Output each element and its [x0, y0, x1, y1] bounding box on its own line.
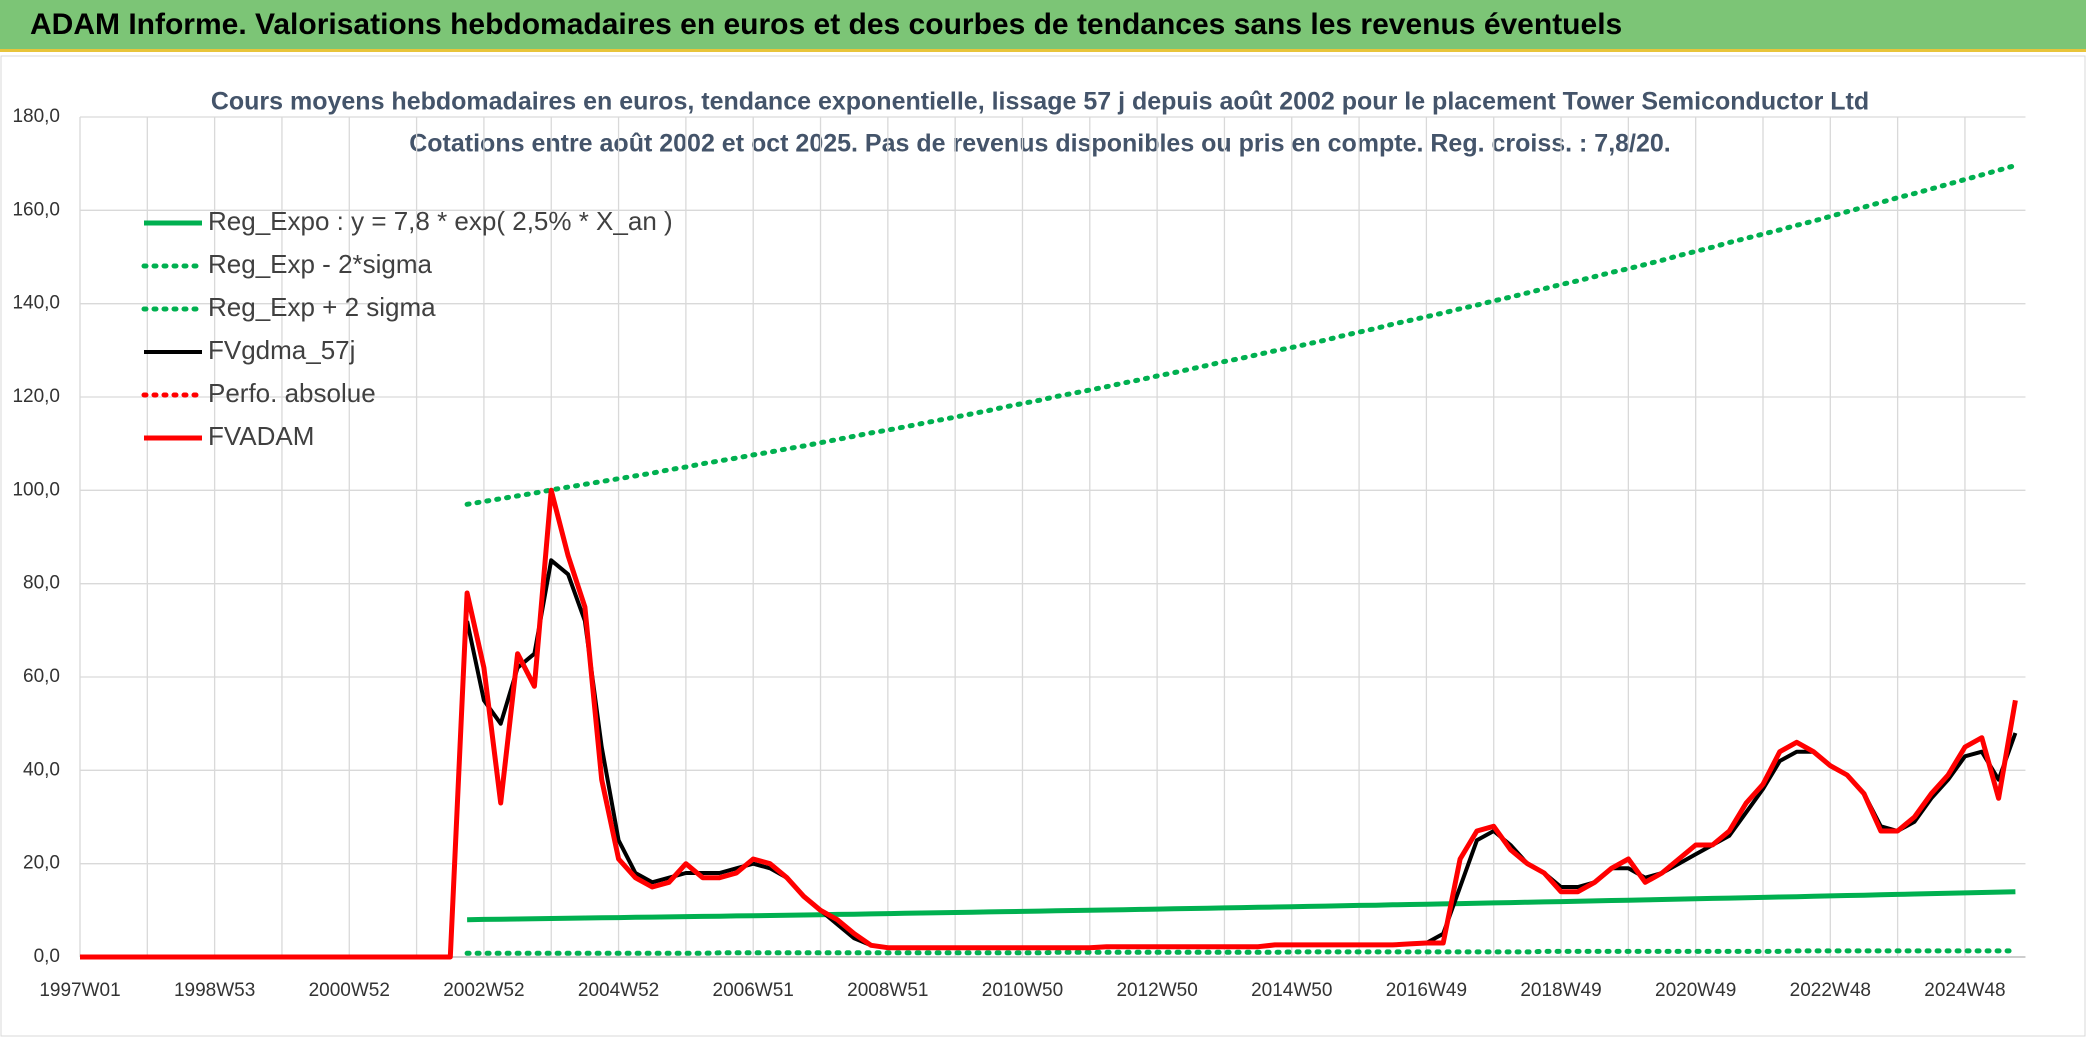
- header: ADAM Informe. Valorisations hebdomadaire…: [0, 0, 2086, 52]
- series-line: [464, 948, 2018, 956]
- x-tick-label: 2012W50: [1116, 980, 1197, 1001]
- chart: Cours moyens hebdomadaires en euros, ten…: [0, 55, 2086, 1037]
- y-tick-label: 60,0: [23, 666, 60, 687]
- x-tick-label: 2018W49: [1520, 980, 1601, 1001]
- x-tick-label: 2020W49: [1655, 980, 1736, 1001]
- series-line: [80, 487, 2018, 960]
- x-tick-label: 2004W52: [578, 980, 659, 1001]
- x-tick-label: 2000W52: [309, 980, 390, 1001]
- y-tick-label: 20,0: [23, 853, 60, 874]
- x-tick-label: 2024W48: [1924, 980, 2005, 1001]
- x-tick-label: 2016W49: [1386, 980, 1467, 1001]
- legend-label: FVgdma_57j: [208, 335, 355, 365]
- series-line: [467, 889, 2016, 923]
- y-tick-label: 180,0: [12, 106, 60, 127]
- chart-frame: [0, 55, 2086, 1037]
- x-tick-label: 2010W50: [982, 980, 1063, 1001]
- x-tick-label: 1997W01: [39, 980, 120, 1001]
- x-tick-label: 2008W51: [847, 980, 928, 1001]
- y-tick-label: 0,0: [34, 946, 60, 967]
- legend-label: Reg_Expo : y = 7,8 * exp( 2,5% * X_an ): [208, 206, 673, 236]
- legend-label: Perfo. absolue: [208, 378, 376, 408]
- chart-title: Cours moyens hebdomadaires en euros, ten…: [211, 88, 1869, 116]
- x-tick-label: 2022W48: [1790, 980, 1871, 1001]
- y-tick-label: 100,0: [12, 479, 60, 500]
- y-tick-label: 120,0: [12, 386, 60, 407]
- y-tick-label: 40,0: [23, 759, 60, 780]
- legend-label: Reg_Exp + 2 sigma: [208, 292, 436, 322]
- header-title: ADAM Informe. Valorisations hebdomadaire…: [30, 8, 1623, 41]
- x-tick-label: 1998W53: [174, 980, 255, 1001]
- y-tick-label: 140,0: [12, 293, 60, 314]
- x-tick-label: 2002W52: [443, 980, 524, 1001]
- y-tick-label: 160,0: [12, 199, 60, 220]
- legend-label: Reg_Exp - 2*sigma: [208, 249, 433, 279]
- x-tick-label: 2014W50: [1251, 980, 1332, 1001]
- x-tick-label: 2006W51: [713, 980, 794, 1001]
- series-line: [464, 163, 2018, 507]
- y-tick-label: 80,0: [23, 573, 60, 594]
- legend-label: FVADAM: [208, 421, 314, 451]
- chart-subtitle: Cotations entre août 2002 et oct 2025. P…: [409, 130, 1671, 158]
